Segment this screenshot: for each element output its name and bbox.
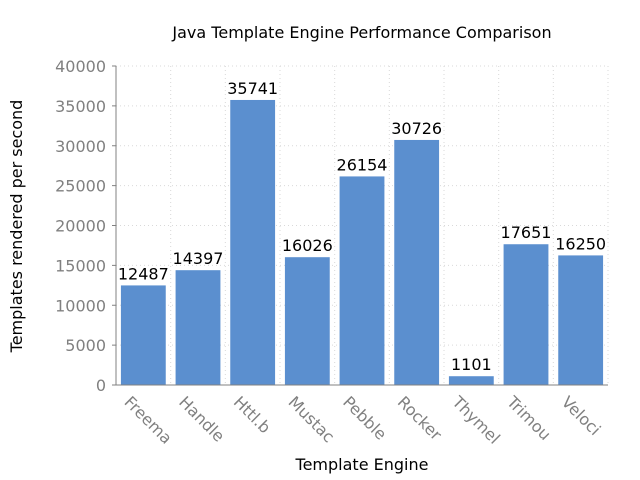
x-tick-label: Thymel	[448, 392, 504, 448]
bars	[120, 99, 604, 386]
bar	[120, 285, 166, 385]
x-axis-label: Template Engine	[295, 455, 429, 474]
x-tick-label: Freema	[121, 392, 176, 447]
data-label: 30726	[391, 119, 442, 138]
bar	[503, 244, 549, 385]
bar	[394, 139, 440, 385]
y-axis: 0 5000 10000 15000 20000 25000 30000 35000 40000	[55, 57, 117, 395]
x-tick-label: Pebble	[339, 392, 390, 443]
y-tick-label: 40000	[55, 57, 106, 76]
y-tick-label: 35000	[55, 97, 106, 116]
chart-title: Java Template Engine Performance Compari…	[171, 23, 551, 42]
data-label: 17651	[501, 223, 552, 242]
x-tick-label: Httl.b	[230, 392, 275, 437]
bar	[558, 255, 604, 385]
bar	[284, 257, 330, 385]
y-tick-label: 5000	[65, 336, 106, 355]
x-axis: Freema Handle Httl.b Mustac Pebble Rocker Thym…	[116, 384, 608, 448]
data-label: 16250	[555, 234, 606, 253]
y-tick-label: 10000	[55, 296, 106, 315]
x-tick-label: Mustac	[285, 392, 339, 446]
bar	[448, 376, 494, 385]
data-label: 14397	[173, 249, 224, 268]
bar	[339, 176, 385, 385]
y-tick-label: 15000	[55, 256, 106, 275]
data-label: 35741	[227, 79, 278, 98]
x-tick-label: Handle	[175, 392, 228, 445]
data-label: 1101	[451, 355, 492, 374]
y-axis-label: Templates rendered per second	[7, 100, 26, 354]
x-tick-label: Trimou	[502, 392, 554, 444]
y-tick-label: 25000	[55, 177, 106, 196]
bar	[175, 270, 221, 385]
data-label: 12487	[118, 264, 169, 283]
data-label: 16026	[282, 236, 333, 255]
x-tick-label: Rocker	[394, 392, 446, 444]
y-tick-label: 20000	[55, 217, 106, 236]
data-label: 26154	[337, 155, 388, 174]
y-tick-label: 30000	[55, 137, 106, 156]
bar	[230, 99, 276, 386]
y-tick-label: 0	[96, 376, 106, 395]
x-tick-label: Veloci	[558, 392, 605, 439]
